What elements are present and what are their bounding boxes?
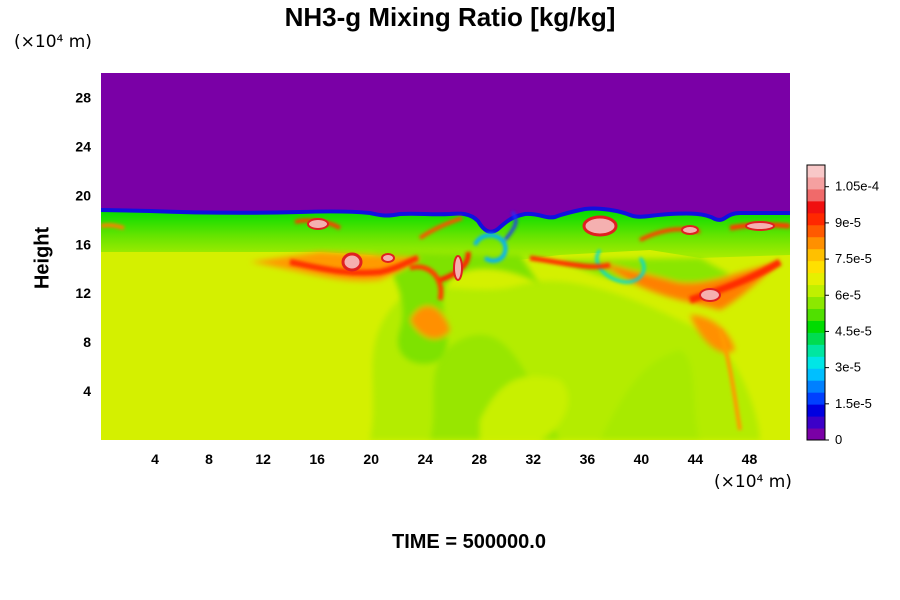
high-value-cores — [307, 215, 775, 302]
colorbar-swatch — [807, 188, 825, 202]
vortex-feature — [473, 210, 646, 284]
x-tick-label: 44 — [688, 451, 704, 467]
colorbar-tick-label: 4.5e-5 — [835, 323, 872, 338]
x-tick-label: 8 — [205, 451, 213, 467]
green-band — [101, 210, 790, 262]
colorbar-tick-label: 0 — [835, 432, 842, 447]
colorbar-swatch — [807, 296, 825, 309]
x-axis-ticks: 4 8 12 16 20 24 28 32 36 40 44 48 — [151, 451, 757, 467]
colorbar-tick-label: 1.5e-5 — [835, 396, 872, 411]
chart-title: NH3-g Mixing Ratio [kg/kg] — [284, 2, 616, 32]
colorbar-swatch — [807, 380, 825, 393]
x-tick-label: 12 — [255, 451, 271, 467]
y-tick-label: 4 — [83, 383, 91, 399]
x-tick-label: 4 — [151, 451, 159, 467]
x-axis-unit: (×10⁴ m) — [714, 472, 792, 492]
red-filaments — [101, 216, 790, 431]
colorbar-swatch — [807, 332, 825, 345]
colorbar-swatch — [807, 224, 825, 238]
colorbar-tick-label: 9e-5 — [835, 215, 861, 230]
colorbar-tick-label: 3e-5 — [835, 360, 861, 375]
time-label: TIME = 500000.0 — [392, 531, 546, 553]
colorbar-swatch — [807, 248, 825, 262]
y-axis-unit: (×10⁴ m) — [14, 32, 92, 52]
colorbar-tick-label: 1.05e-4 — [835, 179, 879, 194]
colorbar-swatch — [807, 368, 825, 381]
colorbar-swatch — [807, 392, 825, 405]
colorbar-swatch — [807, 176, 825, 190]
y-tick-label: 20 — [75, 187, 91, 203]
colorbar-swatch — [807, 404, 825, 417]
y-tick-label: 16 — [75, 236, 91, 252]
colorbar-swatch — [807, 272, 825, 286]
x-tick-label: 48 — [742, 451, 758, 467]
colorbar-swatch — [807, 260, 825, 274]
x-tick-label: 16 — [309, 451, 325, 467]
y-tick-label: 8 — [83, 334, 91, 350]
colorbar-swatch — [807, 284, 825, 298]
x-tick-label: 20 — [363, 451, 379, 467]
colorbar-swatch — [807, 416, 825, 429]
colorbar-swatch — [807, 165, 825, 178]
x-tick-label: 40 — [634, 451, 650, 467]
x-tick-label: 36 — [580, 451, 596, 467]
colorbar: 0 1.5e-5 3e-5 4.5e-5 6e-5 7.5e-5 9e-5 1.05e-4 — [806, 164, 879, 447]
colorbar-swatch — [807, 212, 825, 226]
colorbar-frame — [806, 164, 826, 441]
colorbar-tick-label: 7.5e-5 — [835, 251, 872, 266]
y-axis-ticks: 4 8 12 16 20 24 28 — [75, 89, 91, 399]
x-tick-label: 24 — [417, 451, 433, 467]
mixed-region — [370, 281, 760, 440]
colorbar-swatch — [807, 320, 825, 333]
colorbar-swatch — [807, 428, 825, 441]
colorbar-swatch — [807, 308, 825, 321]
upper-layer — [101, 73, 790, 231]
colorbar-swatch — [807, 356, 825, 369]
x-tick-label: 28 — [471, 451, 487, 467]
interface-line — [101, 206, 790, 234]
x-tick-label: 32 — [526, 451, 542, 467]
y-tick-label: 28 — [75, 89, 91, 105]
field-layers — [101, 73, 790, 440]
colorbar-swatch — [807, 200, 825, 214]
colorbar-swatch — [807, 236, 825, 250]
y-tick-label: 24 — [75, 138, 91, 154]
colorbar-tick-label: 6e-5 — [835, 287, 861, 302]
colorbar-swatch — [807, 344, 825, 357]
y-tick-label: 12 — [75, 285, 91, 301]
